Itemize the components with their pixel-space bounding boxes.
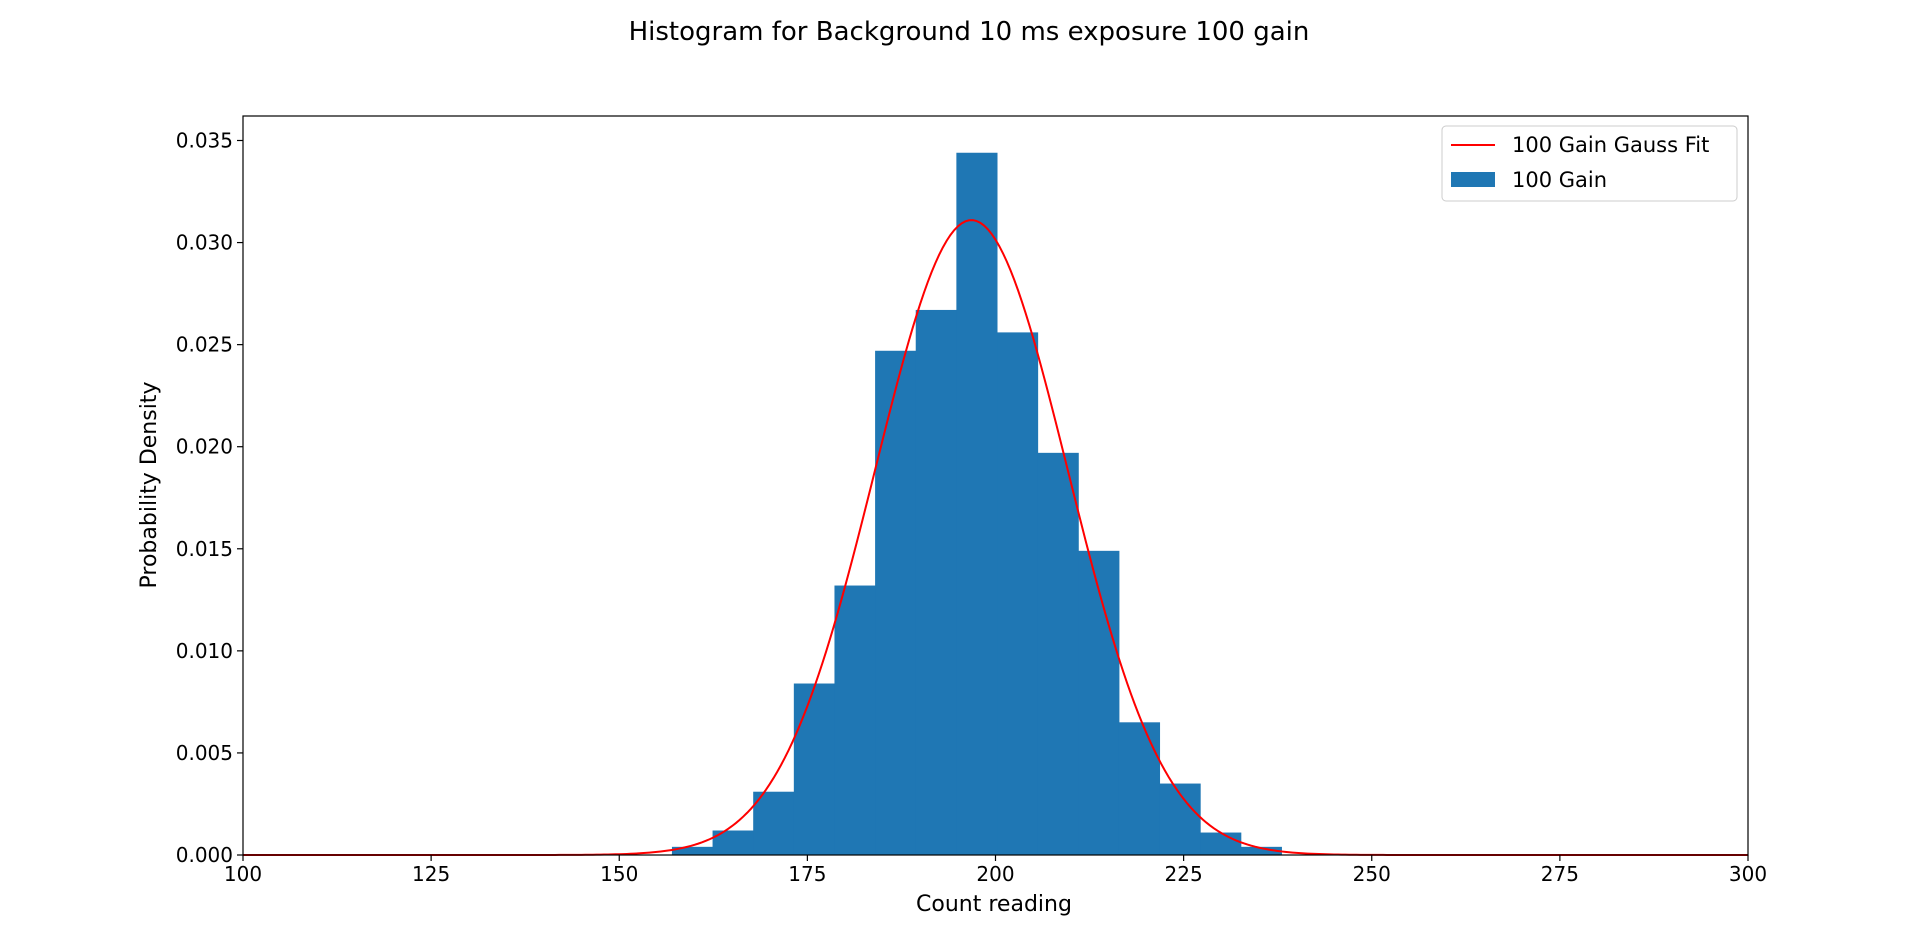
y-tick-label: 0.005 — [176, 741, 233, 765]
x-tick-label: 100 — [224, 862, 262, 886]
x-tick-label: 150 — [600, 862, 638, 886]
x-tick-label: 225 — [1165, 862, 1203, 886]
x-tick-label: 250 — [1353, 862, 1391, 886]
y-axis-label: Probability Density — [137, 382, 162, 589]
histogram-bar — [1037, 452, 1079, 855]
chart-title: Histogram for Background 10 ms exposure … — [629, 17, 1310, 47]
histogram-bar — [915, 309, 957, 855]
x-tick-label: 300 — [1729, 862, 1767, 886]
histogram-bar — [1200, 832, 1242, 855]
y-tick-label: 0.030 — [176, 231, 233, 255]
x-axis-label: Count reading — [916, 892, 1072, 917]
histogram-bar — [997, 332, 1039, 855]
x-tick-label: 275 — [1541, 862, 1579, 886]
y-axis-ticks: 0.000 0.005 0.010 0.015 0.020 0.025 0.030 0.035 — [176, 128, 243, 867]
histogram-bar — [956, 152, 998, 855]
x-axis-ticks: 100 125 150 175 200 225 250 275 300 — [224, 855, 1767, 886]
legend-fit-label: 100 Gain Gauss Fit — [1512, 133, 1709, 157]
histogram-bar — [793, 683, 835, 855]
y-tick-label: 0.035 — [176, 128, 233, 152]
histogram-bar — [1240, 846, 1282, 855]
x-tick-label: 125 — [412, 862, 450, 886]
x-tick-label: 175 — [788, 862, 826, 886]
y-tick-label: 0.015 — [176, 537, 233, 561]
y-tick-label: 0.010 — [176, 639, 233, 663]
legend: 100 Gain Gauss Fit 100 Gain — [1441, 125, 1738, 202]
y-tick-label: 0.000 — [176, 843, 233, 867]
y-tick-label: 0.020 — [176, 435, 233, 459]
histogram-bar — [1078, 550, 1120, 855]
histogram-bar — [875, 350, 917, 855]
histogram-bar — [1118, 722, 1161, 855]
histogram-bar — [753, 791, 795, 855]
histogram-bar — [834, 585, 876, 855]
x-tick-label: 200 — [976, 862, 1014, 886]
histogram-bars — [671, 152, 1282, 855]
legend-box — [1441, 125, 1738, 202]
plot-area — [242, 115, 1749, 856]
y-tick-label: 0.025 — [176, 333, 233, 357]
legend-bar-label: 100 Gain — [1512, 168, 1607, 192]
histogram-bar — [671, 846, 714, 855]
legend-bar-swatch — [1451, 172, 1495, 187]
